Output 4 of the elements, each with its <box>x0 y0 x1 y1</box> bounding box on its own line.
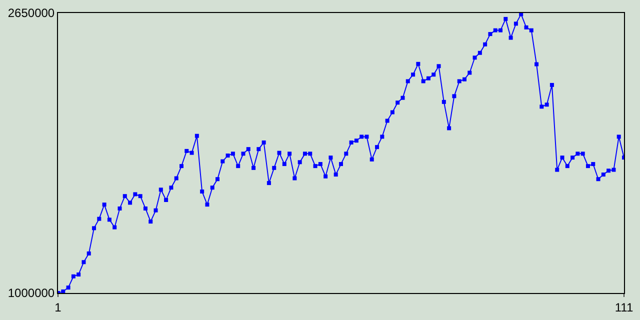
x-tick-label: 111 <box>614 300 634 314</box>
x-tick-label: 1 <box>54 300 62 314</box>
y-tick-label: 1000000 <box>8 286 55 300</box>
y-tick-label: 2650000 <box>8 6 55 20</box>
